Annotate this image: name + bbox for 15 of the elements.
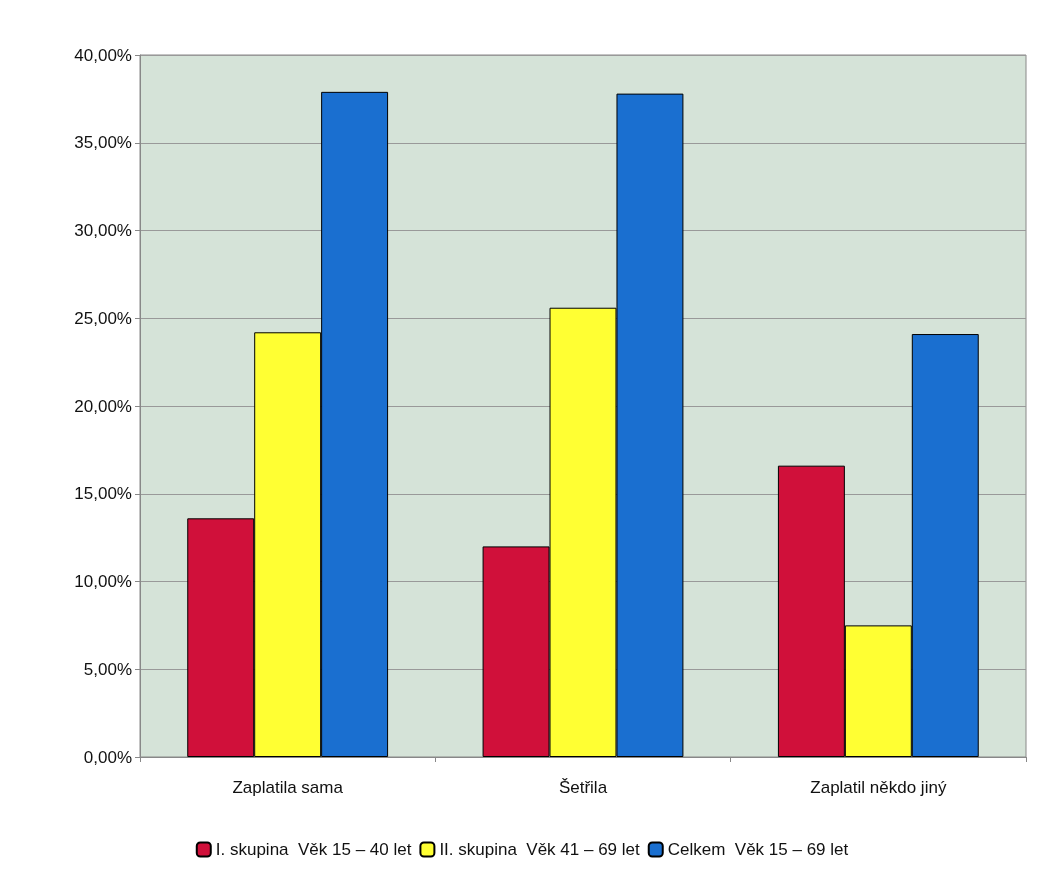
legend-label: I. skupina Věk 15 – 40 let <box>215 840 412 859</box>
legend-label: II. skupina Věk 41 – 69 let <box>439 840 641 859</box>
y-tick-label: 0,00% <box>83 747 132 767</box>
legend-label: Celkem Věk 15 – 69 let <box>667 840 849 859</box>
y-tick-label: 40,00% <box>74 45 132 65</box>
y-tick-label: 15,00% <box>74 484 132 504</box>
y-tick-label: 20,00% <box>74 396 132 416</box>
y-tick-label: 35,00% <box>74 133 132 153</box>
y-tick-label: 10,00% <box>74 572 132 591</box>
y-tick-label: 30,00% <box>74 221 132 240</box>
x-tick-label: Zaplatil někdo jiný <box>810 778 947 797</box>
y-tick-label: 25,00% <box>74 308 132 328</box>
x-tick-label: Šetřila <box>558 778 608 797</box>
y-tick-label: 5,00% <box>83 659 132 679</box>
x-tick-label: Zaplatila sama <box>232 778 344 797</box>
